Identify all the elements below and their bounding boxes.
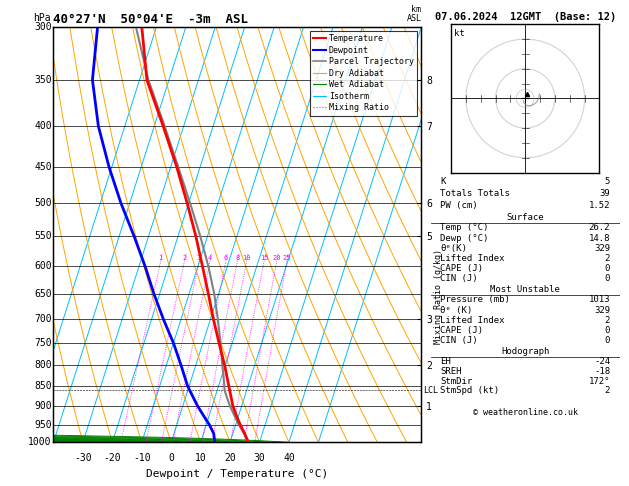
Text: K: K bbox=[440, 176, 446, 186]
Text: 800: 800 bbox=[34, 360, 52, 370]
Text: PW (cm): PW (cm) bbox=[440, 201, 478, 210]
Text: 2: 2 bbox=[182, 255, 187, 261]
Text: 8: 8 bbox=[235, 255, 240, 261]
Text: 900: 900 bbox=[34, 401, 52, 411]
Text: Mixing Ratio (g/kg): Mixing Ratio (g/kg) bbox=[434, 249, 443, 344]
Text: 0: 0 bbox=[604, 274, 610, 283]
Text: CAPE (J): CAPE (J) bbox=[440, 326, 483, 335]
Text: 650: 650 bbox=[34, 289, 52, 298]
Text: 10: 10 bbox=[242, 255, 251, 261]
Text: 40°27'N  50°04'E  -3m  ASL: 40°27'N 50°04'E -3m ASL bbox=[53, 13, 248, 26]
Text: kt: kt bbox=[454, 29, 465, 38]
Text: 329: 329 bbox=[594, 243, 610, 253]
Text: Temp (°C): Temp (°C) bbox=[440, 224, 489, 232]
Text: 950: 950 bbox=[34, 419, 52, 430]
Text: 550: 550 bbox=[34, 231, 52, 241]
Text: 40: 40 bbox=[283, 452, 295, 463]
Text: 39: 39 bbox=[599, 189, 610, 198]
Text: Surface: Surface bbox=[506, 213, 544, 223]
Text: © weatheronline.co.uk: © weatheronline.co.uk bbox=[473, 408, 577, 417]
Text: StmSpd (kt): StmSpd (kt) bbox=[440, 386, 499, 395]
Text: 1013: 1013 bbox=[589, 295, 610, 305]
Legend: Temperature, Dewpoint, Parcel Trajectory, Dry Adiabat, Wet Adiabat, Isotherm, Mi: Temperature, Dewpoint, Parcel Trajectory… bbox=[309, 31, 417, 116]
Text: hPa: hPa bbox=[33, 13, 51, 22]
Text: EH: EH bbox=[440, 357, 451, 366]
Text: 2: 2 bbox=[604, 386, 610, 395]
Text: -18: -18 bbox=[594, 367, 610, 376]
Text: 850: 850 bbox=[34, 381, 52, 391]
Text: 600: 600 bbox=[34, 261, 52, 271]
Text: 15: 15 bbox=[260, 255, 268, 261]
Text: 0: 0 bbox=[604, 264, 610, 273]
Text: km
ASL: km ASL bbox=[406, 4, 421, 22]
Text: -30: -30 bbox=[74, 452, 92, 463]
Text: 25: 25 bbox=[282, 255, 291, 261]
Text: Lifted Index: Lifted Index bbox=[440, 316, 505, 325]
Text: 5: 5 bbox=[604, 176, 610, 186]
Text: 329: 329 bbox=[594, 306, 610, 314]
Text: 400: 400 bbox=[34, 121, 52, 131]
Text: 07.06.2024  12GMT  (Base: 12): 07.06.2024 12GMT (Base: 12) bbox=[435, 12, 616, 22]
Text: 300: 300 bbox=[34, 22, 52, 32]
Text: CIN (J): CIN (J) bbox=[440, 336, 478, 345]
Text: Lifted Index: Lifted Index bbox=[440, 254, 505, 262]
Text: -20: -20 bbox=[104, 452, 121, 463]
Text: SREH: SREH bbox=[440, 367, 462, 376]
Text: Dewp (°C): Dewp (°C) bbox=[440, 234, 489, 243]
Text: 14.8: 14.8 bbox=[589, 234, 610, 243]
Text: Hodograph: Hodograph bbox=[501, 347, 549, 356]
Text: Pressure (mb): Pressure (mb) bbox=[440, 295, 510, 305]
Text: 0: 0 bbox=[604, 336, 610, 345]
Text: 1.52: 1.52 bbox=[589, 201, 610, 210]
Text: 3: 3 bbox=[197, 255, 201, 261]
Text: 350: 350 bbox=[34, 75, 52, 85]
Text: CIN (J): CIN (J) bbox=[440, 274, 478, 283]
Text: Most Unstable: Most Unstable bbox=[490, 285, 560, 295]
Text: 10: 10 bbox=[195, 452, 206, 463]
Text: 2: 2 bbox=[604, 316, 610, 325]
Text: CAPE (J): CAPE (J) bbox=[440, 264, 483, 273]
Text: 700: 700 bbox=[34, 314, 52, 324]
Text: Totals Totals: Totals Totals bbox=[440, 189, 510, 198]
Text: 4: 4 bbox=[208, 255, 212, 261]
Text: 1000: 1000 bbox=[28, 437, 52, 447]
Text: 20: 20 bbox=[224, 452, 236, 463]
Text: 2: 2 bbox=[604, 254, 610, 262]
Text: LCL: LCL bbox=[423, 386, 438, 395]
Text: 0: 0 bbox=[604, 326, 610, 335]
Text: 450: 450 bbox=[34, 162, 52, 172]
Text: 750: 750 bbox=[34, 338, 52, 348]
Text: 26.2: 26.2 bbox=[589, 224, 610, 232]
Text: 30: 30 bbox=[253, 452, 265, 463]
Text: 20: 20 bbox=[272, 255, 281, 261]
Text: θᵉ (K): θᵉ (K) bbox=[440, 306, 472, 314]
Text: 1: 1 bbox=[159, 255, 163, 261]
Text: -24: -24 bbox=[594, 357, 610, 366]
Text: θᵉ(K): θᵉ(K) bbox=[440, 243, 467, 253]
Text: -10: -10 bbox=[133, 452, 150, 463]
Text: 500: 500 bbox=[34, 198, 52, 208]
Text: 172°: 172° bbox=[589, 377, 610, 385]
Text: Dewpoint / Temperature (°C): Dewpoint / Temperature (°C) bbox=[147, 469, 328, 479]
Text: 6: 6 bbox=[224, 255, 228, 261]
Text: 0: 0 bbox=[169, 452, 174, 463]
Text: StmDir: StmDir bbox=[440, 377, 472, 385]
